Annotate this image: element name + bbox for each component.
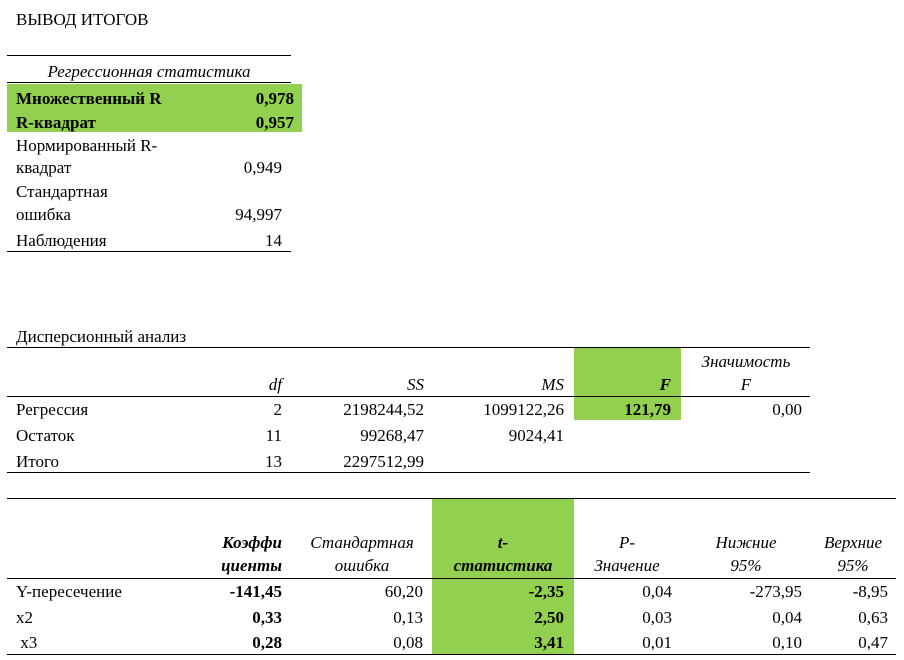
coef-cell-upper: -8,95 [852,582,888,601]
anova-cell-ss: 2198244,52 [343,400,424,419]
reg-stats-top-rule [7,55,291,56]
anova-cell-ms: 9024,41 [508,426,564,445]
coef-cell-p: 0,03 [642,608,672,627]
coef-cell-coef: 0,28 [252,633,282,652]
coef-cell-se: 60,20 [384,582,423,601]
coef-cell-lower: 0,10 [772,633,802,652]
coef-header-p-line2: Значение [594,556,660,575]
coef-cell-t: -2,35 [528,582,564,601]
anova-header-rule [7,396,810,397]
anova-cell-df: 11 [265,426,282,445]
coef-header-rule [7,578,896,579]
coef-bottom-rule [7,654,896,655]
coef-top-rule [7,498,896,499]
coef-header-lower-line1: Нижние [715,533,777,552]
anova-cell-ms: 1099122,26 [483,400,564,419]
coef-row-label: x2 [16,608,33,627]
coef-header-upper-line2: 95% [837,556,869,575]
anova-header-sig-line1: Значимость [701,352,791,371]
coef-cell-p: 0,01 [642,633,672,652]
coef-cell-t: 2,50 [534,608,564,627]
anova-cell-f: 121,79 [624,400,671,419]
stat-label-std-error-line1: Стандартная [16,182,108,201]
anova-f-highlight [574,348,681,420]
anova-header-ss: SS [407,375,424,394]
stat-label-std-error-line2: ошибка [16,205,71,224]
coef-cell-lower: -273,95 [749,582,802,601]
anova-cell-df: 2 [273,400,283,419]
coef-cell-lower: 0,04 [772,608,802,627]
stat-value-adj-r: 0,949 [243,158,282,177]
coef-cell-se: 0,13 [393,608,423,627]
coef-header-se-line2: ошибка [334,556,390,575]
anova-cell-ss: 2297512,99 [343,452,424,471]
stat-value-std-error: 94,997 [235,205,282,224]
stat-label-adj-r-line2: квадрат [16,158,72,177]
report-title: ВЫВОД ИТОГОВ [16,10,149,29]
stat-value-r-squared: 0,957 [255,113,294,132]
anova-row-label: Регрессия [16,400,89,419]
coef-cell-coef: -141,45 [229,582,282,601]
coef-header-lower-line2: 95% [730,556,762,575]
coef-row-label: x3 [16,633,38,652]
coef-header-coef-line2: циенты [221,556,282,575]
coef-cell-p: 0,04 [642,582,672,601]
coef-t-stat-highlight [432,499,574,654]
anova-cell-ss: 99268,47 [360,426,424,445]
stat-label-r-squared: R-квадрат [16,113,96,132]
anova-title: Дисперсионный анализ [16,327,187,346]
anova-header-f: F [659,375,671,394]
anova-row-label: Остаток [16,426,75,445]
coef-cell-t: 3,41 [534,633,564,652]
coef-header-coef-line1: Коэффи [222,533,282,552]
coef-cell-se: 0,08 [393,633,423,652]
reg-stats-highlight [7,84,302,132]
anova-cell-df: 13 [265,452,282,471]
stat-label-observations: Наблюдения [16,231,107,250]
anova-top-rule [7,347,810,348]
stat-value-multiple-r: 0,978 [255,89,294,108]
coef-header-p-line1: P- [618,533,636,552]
coef-cell-upper: 0,47 [858,633,888,652]
stat-value-observations: 14 [265,231,282,250]
coef-header-t-line1: t- [497,533,509,552]
stat-label-adj-r-line1: Нормированный R- [16,136,158,155]
stat-label-multiple-r: Множественный R [16,89,162,108]
reg-stats-header: Регрессионная статистика [47,62,251,81]
coef-row-label: Y-пересечение [16,582,122,601]
anova-cell-sig: 0,00 [772,400,802,419]
coef-header-upper-line1: Верхние [823,533,883,552]
coef-header-se-line1: Стандартная [310,533,414,552]
anova-header-ms: MS [541,375,564,394]
anova-header-sig-line2: F [740,375,752,394]
anova-bottom-rule [7,472,810,473]
anova-row-label: Итого [16,452,60,471]
reg-stats-bottom-rule [7,251,291,252]
anova-header-df: df [268,375,282,394]
coef-header-t-line2: статистика [453,556,553,575]
coef-cell-upper: 0,63 [858,608,888,627]
coef-cell-coef: 0,33 [252,608,282,627]
reg-stats-header-rule [7,82,291,83]
